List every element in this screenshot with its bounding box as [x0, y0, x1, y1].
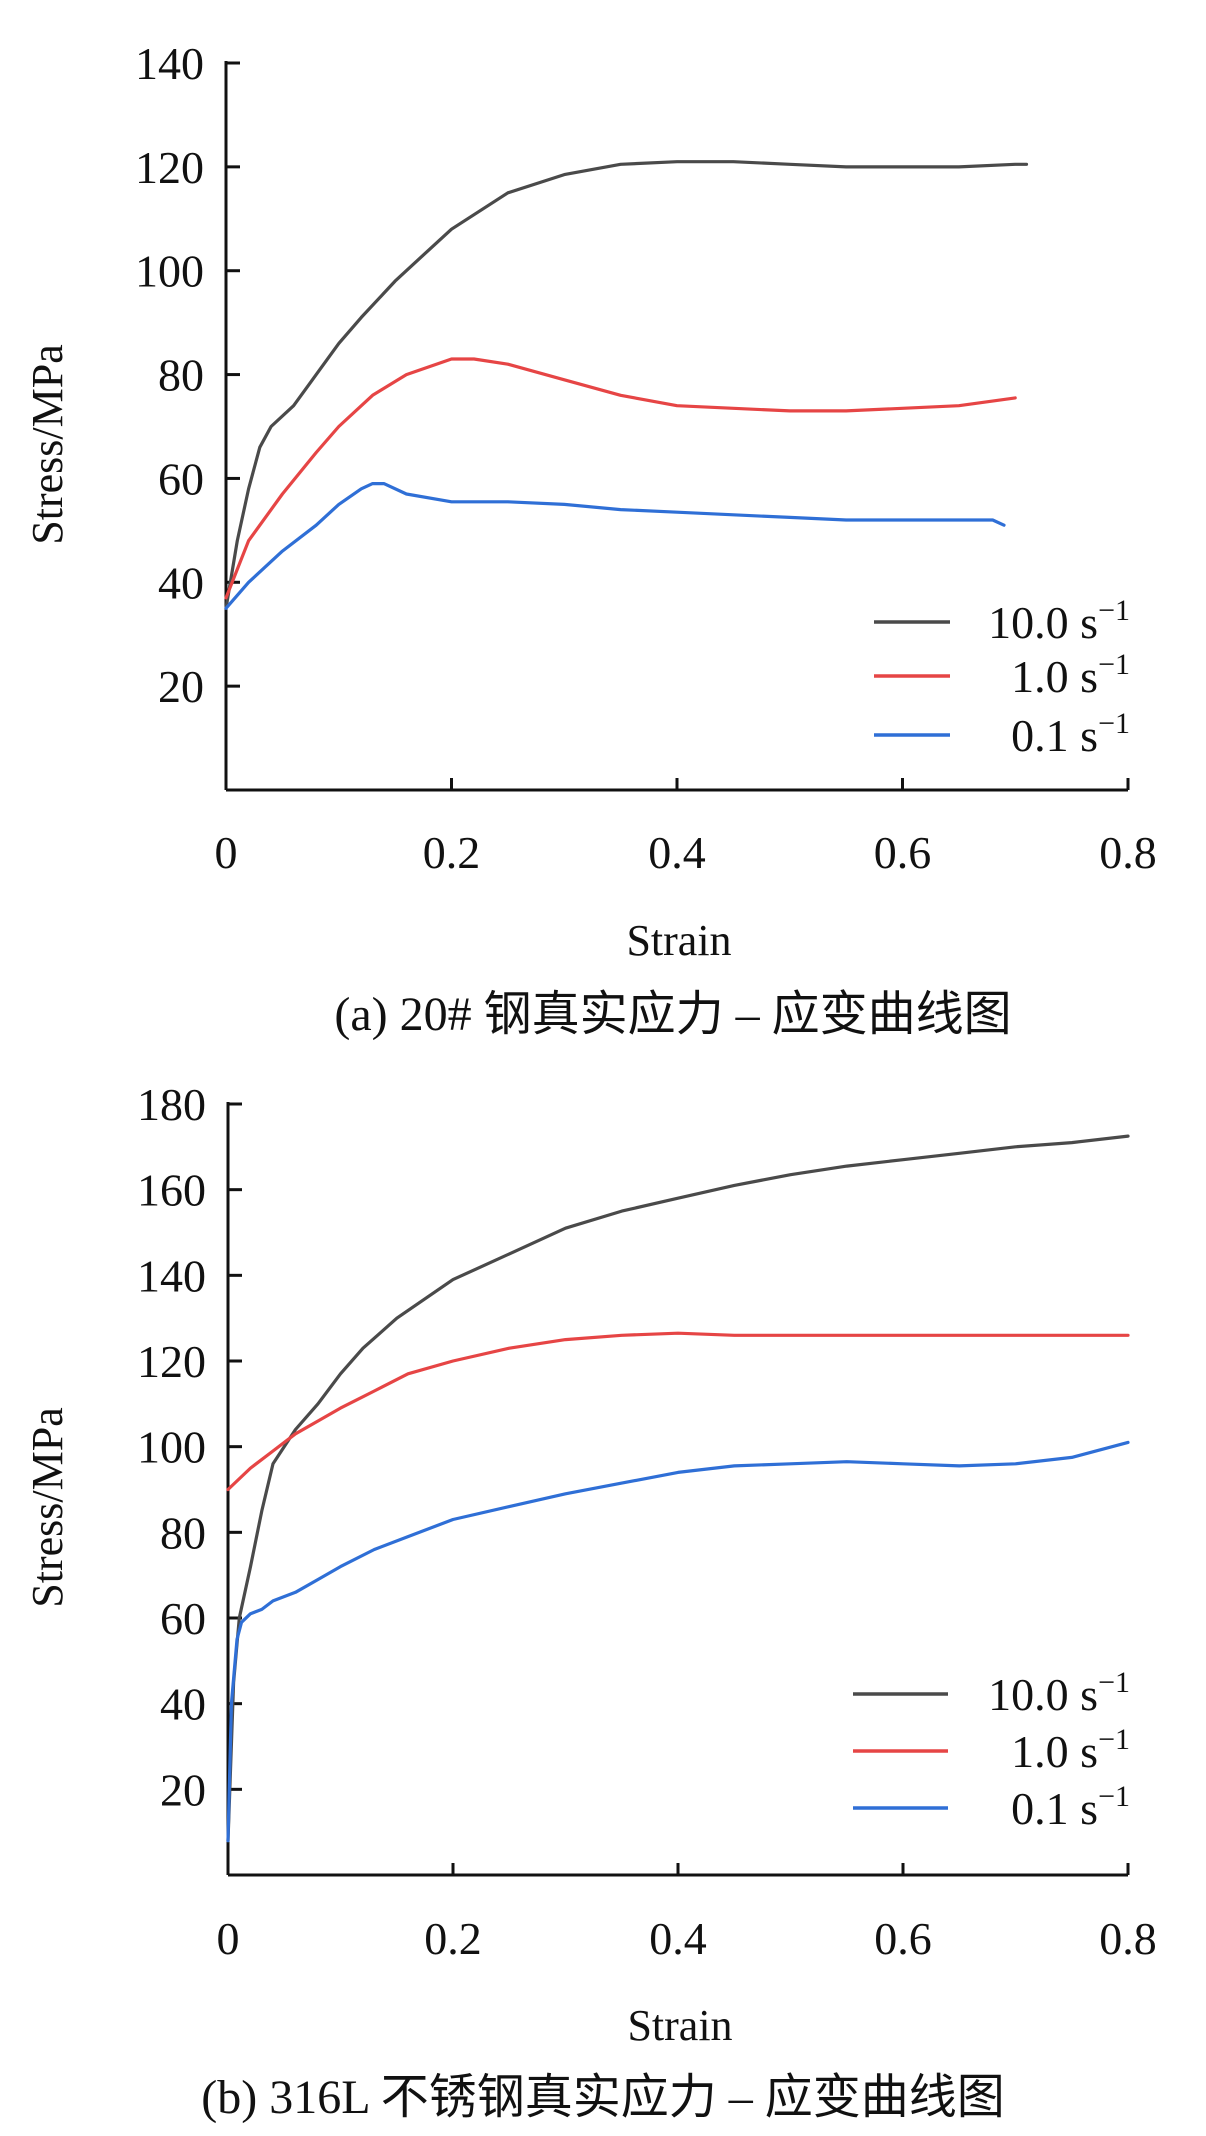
x-tick-label: 0.2 [423, 827, 481, 878]
legend-label: 10.0 s−1 [988, 1666, 1130, 1720]
legend-label: 1.0 s−1 [1011, 648, 1130, 702]
legend-label: 0.1 s−1 [1011, 707, 1130, 761]
y-tick-label: 140 [135, 38, 204, 89]
x-tick-label: 0.6 [874, 827, 932, 878]
y-tick-label: 80 [158, 350, 204, 401]
x-tick-label: 0.8 [1099, 827, 1157, 878]
y-tick-label: 40 [160, 1679, 206, 1730]
legend-label-base: 0.1 s [1011, 710, 1098, 761]
chart-a: 0 0.2 0.4 0.6 0.8 20 40 60 80 100 120 140 Strain Stre… [23, 38, 1157, 1041]
y-tick-label: 140 [137, 1250, 206, 1301]
y-tick-label: 120 [135, 142, 204, 193]
series-line-0 [226, 1134, 1130, 1843]
legend-label-exponent: −1 [1098, 1723, 1130, 1756]
x-tick-label: 0.4 [648, 827, 706, 878]
x-axis-label: Strain [627, 2001, 732, 2050]
y-tick-label: 100 [135, 246, 204, 297]
y-tick-label: 20 [160, 1764, 206, 1815]
chart-b: 0 0.2 0.4 0.6 0.8 20 40 60 80 100 120 140 160 180 Stra… [23, 1079, 1157, 2124]
y-axis-label: Stress/MPa [23, 1407, 72, 1607]
legend-label-base: 0.1 s [1011, 1783, 1098, 1834]
y-tick-label: 20 [158, 661, 204, 712]
series-line-2 [224, 482, 1006, 610]
y-tick-label: 60 [160, 1593, 206, 1644]
legend-label-base: 10.0 s [988, 597, 1098, 648]
legend-label-exponent: −1 [1098, 594, 1130, 627]
legend-label-base: 1.0 s [1011, 651, 1098, 702]
y-tick-label: 180 [137, 1079, 206, 1130]
y-axis-label: Stress/MPa [23, 344, 72, 544]
legend-label: 10.0 s−1 [988, 594, 1130, 648]
x-tick-label: 0 [215, 827, 238, 878]
legend-label-base: 1.0 s [1011, 1726, 1098, 1777]
figure-caption: (b) 316L 不锈钢真实应力 – 应变曲线图 [201, 2071, 1005, 2124]
legend-label-base: 10.0 s [988, 1669, 1098, 1720]
y-tick-label: 60 [158, 453, 204, 504]
series-line-1 [226, 1331, 1130, 1492]
x-tick-label: 0.8 [1099, 1913, 1157, 1964]
x-tick-label: 0 [217, 1913, 240, 1964]
x-axis-label: Strain [626, 916, 731, 965]
x-tick-label: 0.2 [424, 1913, 482, 1964]
series-line-1 [224, 357, 1017, 600]
x-tick-label: 0.4 [649, 1913, 707, 1964]
legend-label-exponent: −1 [1098, 707, 1130, 740]
legend-label-exponent: −1 [1098, 648, 1130, 681]
series-line-0 [224, 160, 1029, 610]
y-tick-label: 40 [158, 557, 204, 608]
legend-label-exponent: −1 [1098, 1780, 1130, 1813]
figure-caption: (a) 20# 钢真实应力 – 应变曲线图 [334, 988, 1011, 1041]
legend-label-exponent: −1 [1098, 1666, 1130, 1699]
y-tick-label: 120 [137, 1336, 206, 1387]
y-tick-label: 160 [137, 1165, 206, 1216]
series-line-2 [226, 1440, 1130, 1843]
y-tick-label: 100 [137, 1422, 206, 1473]
y-tick-label: 80 [160, 1507, 206, 1558]
legend-label: 1.0 s−1 [1011, 1723, 1130, 1777]
x-tick-label: 0.6 [874, 1913, 932, 1964]
legend-label: 0.1 s−1 [1011, 1780, 1130, 1834]
